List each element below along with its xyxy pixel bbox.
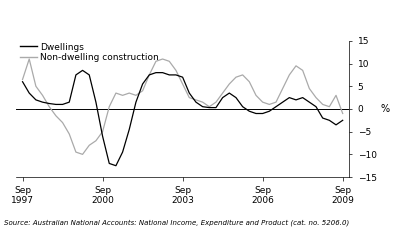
Y-axis label: %: % (380, 104, 389, 114)
Legend: Dwellings, Non-dwelling construction: Dwellings, Non-dwelling construction (20, 43, 159, 62)
Text: Source: Australian National Accounts: National Income, Expenditure and Product (: Source: Australian National Accounts: Na… (4, 219, 349, 226)
